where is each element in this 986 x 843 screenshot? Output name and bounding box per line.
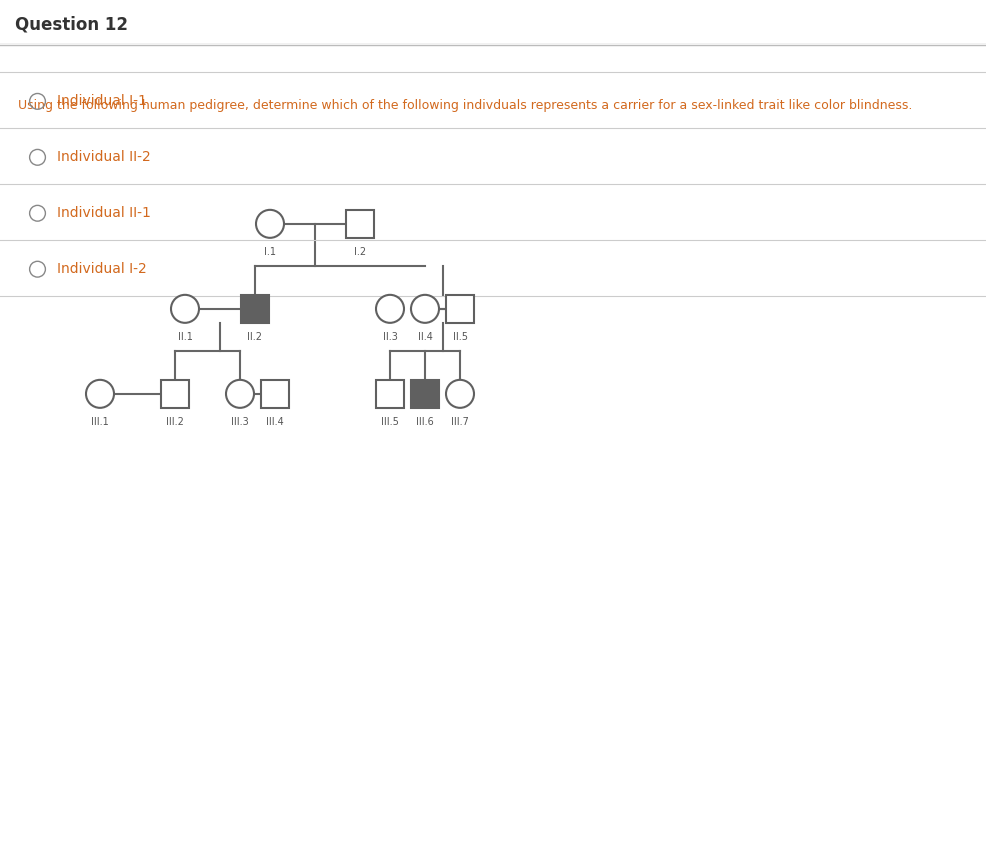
Bar <box>346 210 374 238</box>
Bar <box>241 295 269 323</box>
Bar <box>446 295 473 323</box>
Text: II.4: II.4 <box>417 332 432 341</box>
Text: II.1: II.1 <box>177 332 192 341</box>
Circle shape <box>255 210 284 238</box>
Text: II.2: II.2 <box>247 332 262 341</box>
Bar <box>260 380 289 408</box>
Text: III.7: III.7 <box>451 416 468 427</box>
Text: III.3: III.3 <box>231 416 248 427</box>
Text: III.4: III.4 <box>266 416 284 427</box>
Text: Individual I-1: Individual I-1 <box>57 94 147 109</box>
Text: III.6: III.6 <box>416 416 434 427</box>
Text: Individual I-2: Individual I-2 <box>57 262 147 277</box>
Circle shape <box>410 295 439 323</box>
Text: III.1: III.1 <box>91 416 108 427</box>
Circle shape <box>86 380 114 408</box>
Text: Individual II-2: Individual II-2 <box>57 150 151 164</box>
Text: I.2: I.2 <box>354 247 366 257</box>
Text: Individual II-1: Individual II-1 <box>57 207 151 220</box>
Bar <box>376 380 403 408</box>
Text: III.2: III.2 <box>166 416 183 427</box>
Text: II.3: II.3 <box>383 332 397 341</box>
Circle shape <box>226 380 253 408</box>
Text: Question 12: Question 12 <box>15 15 127 33</box>
Bar <box>410 380 439 408</box>
Circle shape <box>376 295 403 323</box>
Text: II.5: II.5 <box>452 332 467 341</box>
Text: III.5: III.5 <box>381 416 398 427</box>
Circle shape <box>446 380 473 408</box>
Text: Using the following human pedigree, determine which of the following indivduals : Using the following human pedigree, dete… <box>18 99 911 112</box>
Circle shape <box>171 295 199 323</box>
Bar <box>161 380 188 408</box>
Text: I.1: I.1 <box>263 247 276 257</box>
